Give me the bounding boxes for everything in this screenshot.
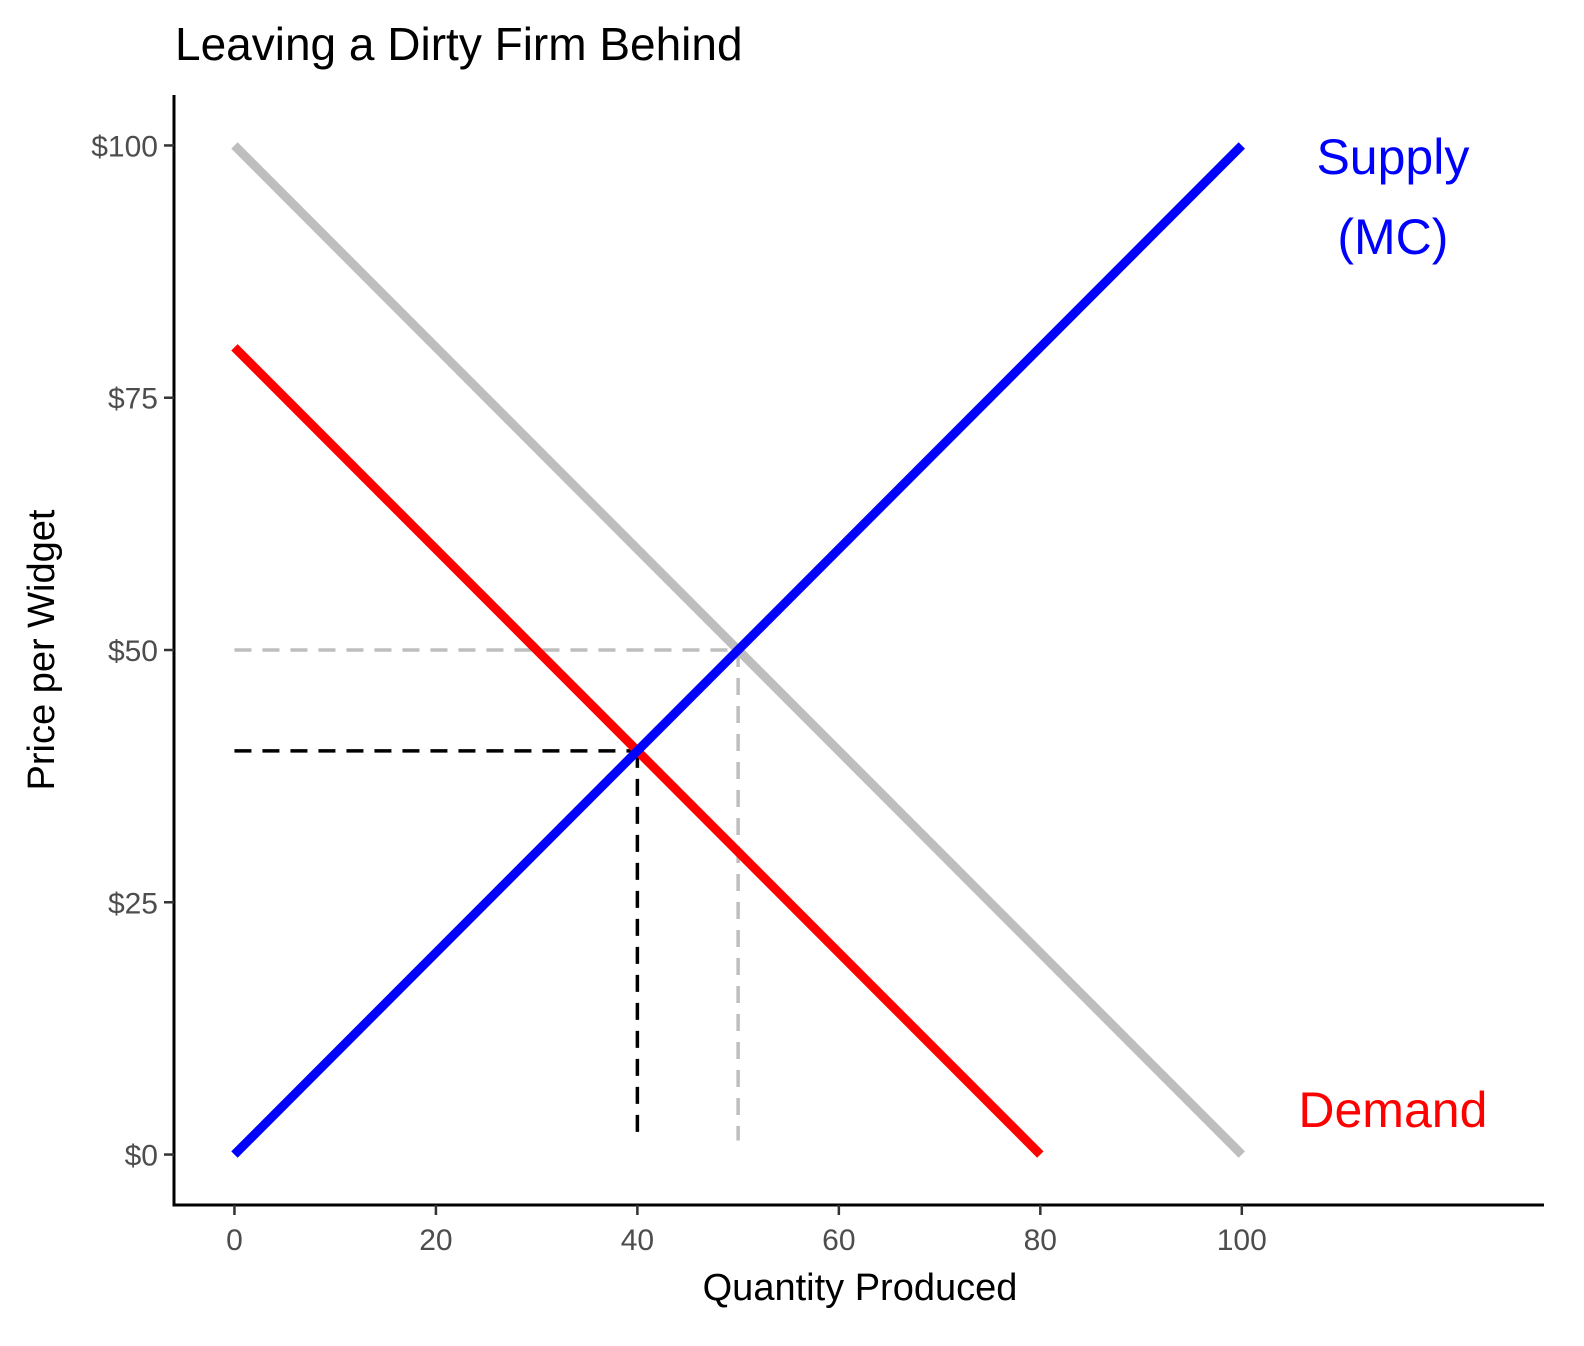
curve-labels: Supply (MC) Demand <box>1298 129 1487 1138</box>
supply-label: (MC) <box>1337 209 1448 265</box>
x-tick-label: 80 <box>1024 1224 1057 1257</box>
reference-lines <box>234 648 740 1141</box>
supply-label: Supply <box>1316 129 1469 185</box>
demand-label: Demand <box>1298 1082 1487 1138</box>
y-tick-label: $50 <box>108 635 158 668</box>
x-axis-title: Quantity Produced <box>703 1267 1018 1309</box>
supply-line <box>231 142 1245 1158</box>
x-tick-label: 60 <box>822 1224 855 1257</box>
y-tick-label: $0 <box>125 1140 158 1173</box>
y-tick-label: $25 <box>108 887 158 920</box>
axes: 0 20 40 60 80 100 $0 $25 $50 $75 $100 <box>91 95 1544 1257</box>
y-tick-label: $100 <box>91 130 158 163</box>
x-tick-label: 0 <box>226 1224 243 1257</box>
series-lines <box>231 142 1245 1158</box>
x-tick-label: 40 <box>621 1224 654 1257</box>
y-axis-title: Price per Widget <box>21 509 63 790</box>
y-tick-label: $75 <box>108 383 158 416</box>
x-tick-label: 20 <box>419 1224 452 1257</box>
chart-title: Leaving a Dirty Firm Behind <box>175 18 743 70</box>
x-tick-label: 100 <box>1217 1224 1267 1257</box>
